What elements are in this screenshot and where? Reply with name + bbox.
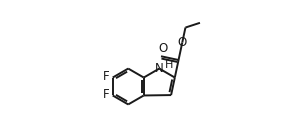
Text: O: O xyxy=(158,42,167,55)
Text: N: N xyxy=(155,62,164,75)
Text: F: F xyxy=(103,70,110,83)
Text: H: H xyxy=(165,60,173,70)
Text: O: O xyxy=(178,36,187,49)
Text: F: F xyxy=(103,88,110,101)
